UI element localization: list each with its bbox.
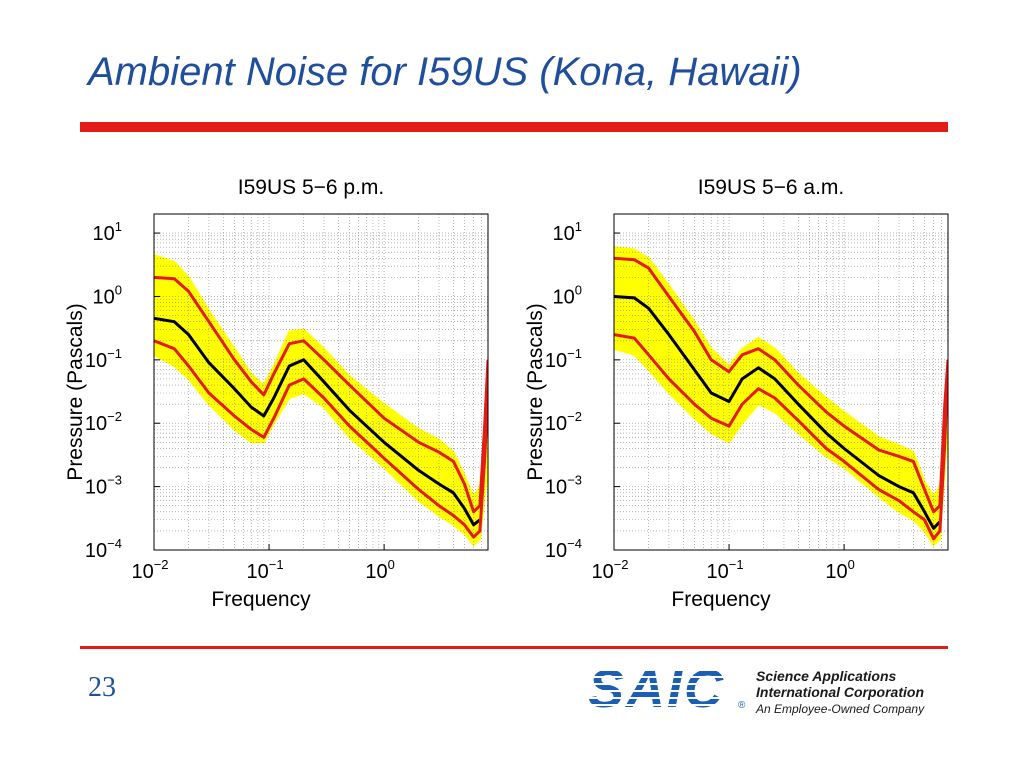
y-tick-label: 10−4	[545, 536, 582, 562]
series-line-1	[614, 295, 941, 530]
x-axis-label: Frequency	[211, 588, 311, 611]
plot-content	[154, 214, 488, 550]
x-tick-label: 10−1	[707, 557, 744, 583]
registered-mark: ®	[738, 700, 746, 711]
chart-svg: 10−2 10−1 100 10−4 10−3 10−2 10−1 100 101 I59US 5…	[64, 176, 489, 611]
chart-pm: 10−2 10−1 100 10−4 10−3 10−2 10−1 100 101 I59US 5…	[40, 160, 500, 611]
y-tick-label: 100	[93, 282, 122, 308]
chart-title: I59US 5−6 p.m.	[238, 176, 385, 199]
logo-name-line1: Science Applications	[756, 668, 897, 684]
title-rule	[80, 122, 948, 132]
x-tick-label: 10−1	[247, 557, 284, 583]
page-number: 23	[88, 672, 116, 703]
y-tick-label: 10−4	[85, 536, 122, 562]
title-rule-bar	[80, 122, 948, 132]
x-tick-label: 100	[365, 557, 394, 583]
y-tick-label: 100	[553, 282, 582, 308]
plot-content	[614, 214, 948, 550]
series-line-0	[154, 275, 488, 514]
y-tick-label: 101	[93, 219, 122, 245]
y-tick-label: 10−3	[545, 473, 582, 499]
x-axis-label: Frequency	[671, 588, 771, 611]
slide-title: Ambient Noise for I59US (Kona, Hawaii)	[88, 50, 802, 94]
y-tick-label: 10−1	[545, 346, 582, 372]
x-tick-label: 10−2	[591, 557, 628, 583]
chart-title: I59US 5−6 a.m.	[698, 176, 845, 199]
y-axis-label: Pressure (Pascals)	[64, 303, 87, 480]
x-tick-label: 100	[825, 557, 854, 583]
y-axis-label: Pressure (Pascals)	[524, 303, 547, 480]
y-tick-label: 101	[553, 219, 582, 245]
y-tick-label: 10−2	[85, 409, 122, 435]
chart-svg: 10−2 10−1 100 10−4 10−3 10−2 10−1 100 101 I59US 5…	[524, 176, 949, 611]
series-line-1	[154, 316, 481, 527]
logo-name-line2: International Corporation	[756, 684, 924, 700]
x-tick-label: 10−2	[131, 557, 168, 583]
y-tick-label: 10−3	[85, 473, 122, 499]
series-line-2	[614, 333, 948, 541]
logo-tagline: An Employee-Owned Company	[756, 702, 925, 716]
footer-rule	[80, 646, 948, 649]
y-tick-label: 10−1	[85, 346, 122, 372]
noise-band	[614, 246, 948, 547]
y-tick-label: 10−2	[545, 409, 582, 435]
chart-am: 10−2 10−1 100 10−4 10−3 10−2 10−1 100 101 I59US 5…	[500, 160, 960, 611]
series-line-2	[154, 339, 488, 539]
series-line-0	[614, 256, 948, 514]
plot-frame	[153, 213, 489, 551]
footer-rule-bar	[80, 646, 948, 649]
company-logo: SAIC ® Science Applications Internationa…	[588, 662, 960, 722]
saic-logo-mark: SAIC	[588, 662, 742, 716]
plot-frame	[613, 213, 949, 551]
